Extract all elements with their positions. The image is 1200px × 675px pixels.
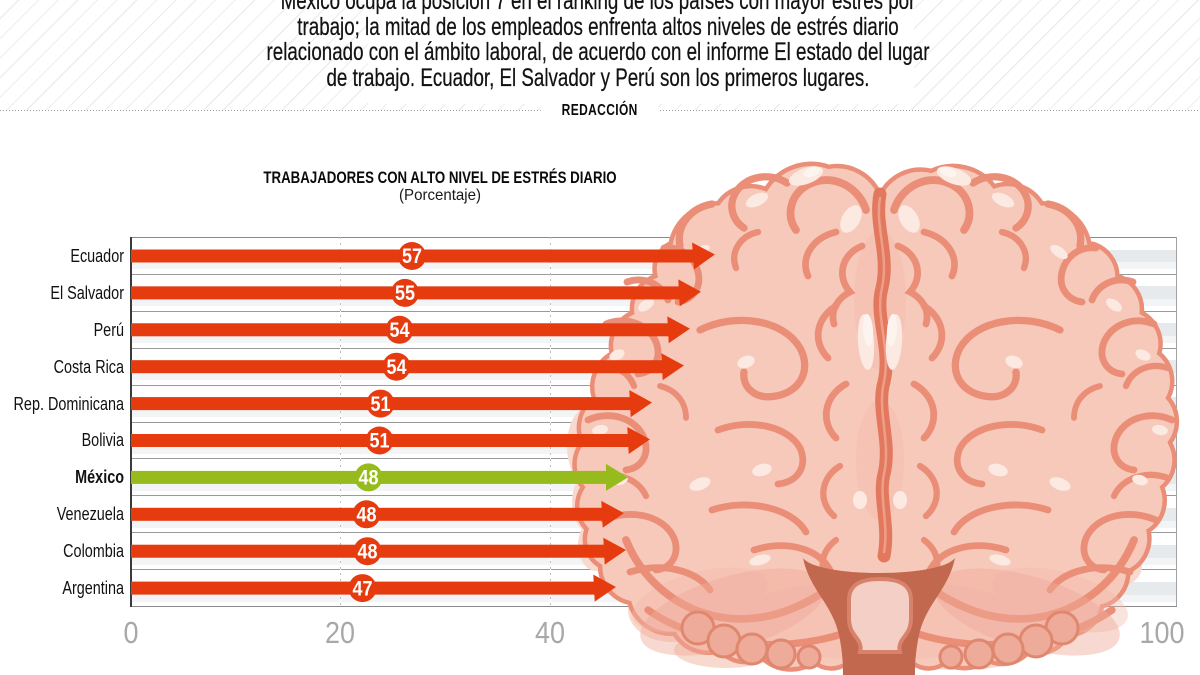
svg-text:57: 57 [402, 244, 422, 268]
svg-text:48: 48 [359, 466, 379, 490]
svg-text:48: 48 [358, 539, 378, 563]
svg-text:51: 51 [371, 392, 391, 416]
svg-text:47: 47 [353, 576, 373, 600]
svg-text:55: 55 [395, 281, 415, 305]
svg-text:54: 54 [390, 318, 410, 342]
svg-text:51: 51 [370, 429, 390, 453]
svg-text:54: 54 [387, 355, 407, 379]
svg-text:48: 48 [357, 503, 377, 527]
